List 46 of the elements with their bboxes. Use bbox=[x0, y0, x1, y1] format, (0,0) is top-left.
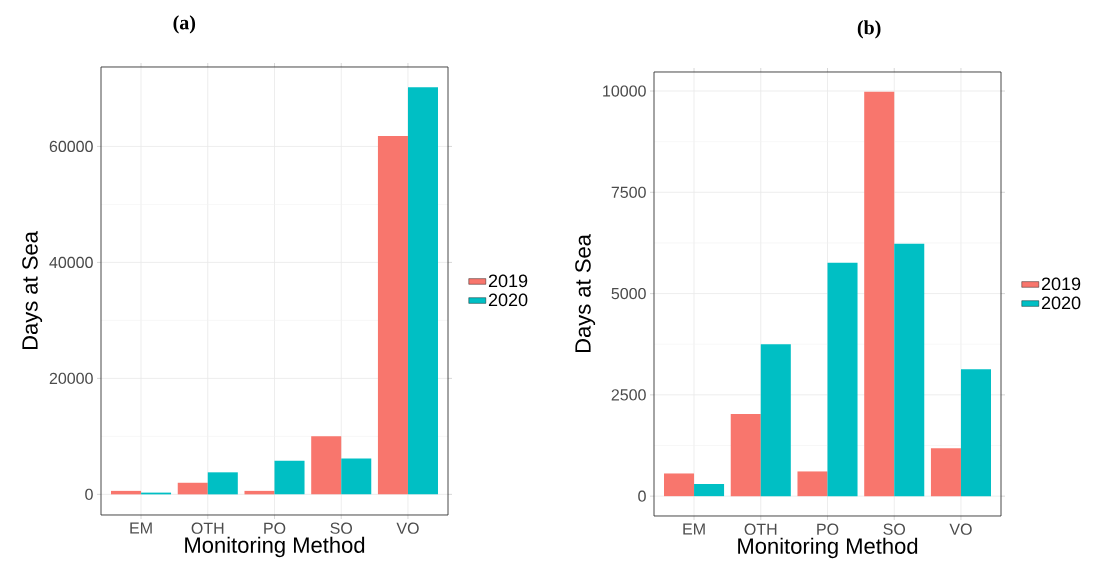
x-tick-label: PO bbox=[264, 522, 286, 534]
bar bbox=[377, 136, 408, 495]
bar bbox=[694, 484, 725, 497]
x-tick-label: PO bbox=[817, 523, 839, 535]
x-tick-label: EM bbox=[130, 522, 152, 534]
legend-label: 2020 bbox=[488, 293, 528, 307]
x-tick-label: EM bbox=[683, 523, 705, 535]
x-tick-label: SO bbox=[330, 522, 353, 534]
x-tick-label: OTH bbox=[744, 523, 777, 535]
bar bbox=[341, 458, 372, 495]
y-tick-label: 0 bbox=[85, 488, 93, 501]
bar bbox=[730, 413, 761, 497]
y-tick-label: 0 bbox=[638, 490, 646, 502]
x-tick-label: OTH bbox=[191, 522, 224, 534]
y-tick-label: 7500 bbox=[611, 186, 646, 198]
y-tick-label: 5000 bbox=[611, 287, 646, 300]
y-axis-title: Days at Sea bbox=[575, 234, 596, 353]
bar bbox=[664, 473, 695, 497]
bar bbox=[760, 344, 791, 497]
bar bbox=[407, 87, 438, 495]
x-axis-title: Monitoring Method bbox=[185, 536, 365, 558]
x-tick-label: SO bbox=[883, 523, 906, 535]
legend-label: 2020 bbox=[1041, 296, 1081, 310]
x-tick-label: VO bbox=[396, 522, 419, 534]
chart-title: (b) bbox=[857, 20, 881, 39]
y-tick-label: 20000 bbox=[49, 372, 93, 385]
bar bbox=[274, 460, 305, 495]
chart-title: (a) bbox=[173, 15, 196, 34]
x-tick-label: VO bbox=[949, 523, 972, 535]
y-tick-label: 2500 bbox=[611, 389, 646, 401]
bar bbox=[177, 482, 208, 495]
bar bbox=[827, 262, 858, 497]
x-axis-title: Monitoring Method bbox=[738, 537, 918, 559]
y-tick-label: 10000 bbox=[603, 85, 646, 97]
bar bbox=[930, 448, 961, 497]
y-axis-title: Days at Sea bbox=[22, 231, 43, 350]
bar bbox=[864, 91, 895, 497]
bar bbox=[207, 472, 238, 495]
legend-label: 2019 bbox=[488, 274, 528, 288]
bar bbox=[960, 369, 991, 497]
legend-label: 2019 bbox=[1041, 277, 1081, 291]
bar bbox=[894, 243, 925, 497]
y-tick-label: 40000 bbox=[49, 256, 93, 269]
y-tick-label: 60000 bbox=[49, 140, 93, 153]
bar bbox=[311, 436, 342, 495]
bar bbox=[797, 471, 828, 497]
